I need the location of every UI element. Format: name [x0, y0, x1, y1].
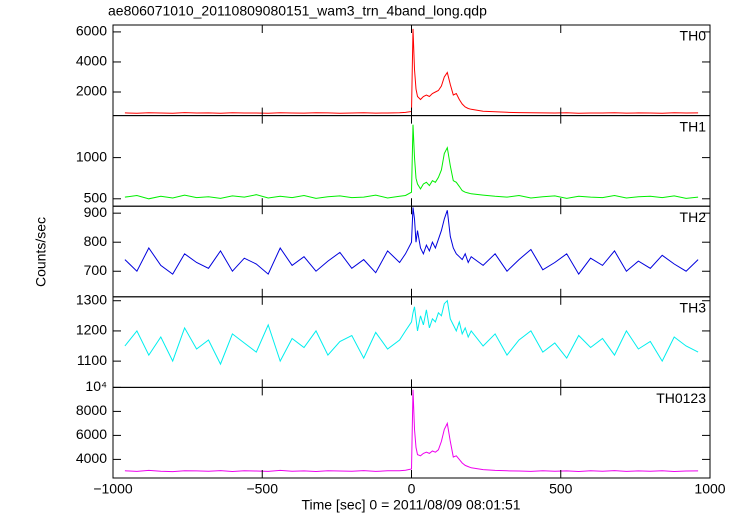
- panel-label: TH0: [680, 28, 707, 44]
- y-axis-label: Counts/sec: [33, 217, 49, 287]
- x-tick-label: 500: [549, 481, 573, 497]
- x-tick-label: −500: [246, 481, 278, 497]
- y-tick-label: 800: [84, 233, 108, 249]
- panel-label: TH0123: [656, 390, 706, 406]
- chart-title: ae806071010_20110809080151_wam3_trn_4ban…: [108, 3, 487, 19]
- x-tick-label: 0: [408, 481, 416, 497]
- x-tick-label: −1000: [93, 481, 133, 497]
- data-line: [124, 124, 699, 200]
- y-tick-label: 6000: [76, 426, 107, 442]
- panel-label: TH3: [680, 300, 707, 316]
- panel-label: TH1: [680, 118, 707, 134]
- data-line: [124, 299, 699, 366]
- data-line: [124, 389, 699, 473]
- y-tick-label: 8000: [76, 402, 107, 418]
- data-line: [124, 28, 699, 114]
- panel-frame: [112, 205, 711, 298]
- y-tick-label: 2000: [76, 83, 107, 99]
- y-tick-label: 1300: [76, 291, 107, 307]
- panel-label: TH2: [680, 209, 707, 225]
- y-tick-label: 1100: [77, 352, 107, 368]
- y-tick-label: 10⁴: [85, 378, 107, 394]
- y-tick-label: 1000: [76, 148, 107, 164]
- y-tick-label: 700: [84, 262, 108, 278]
- y-tick-label: 6000: [76, 23, 107, 39]
- y-tick-label: 4000: [76, 450, 107, 466]
- data-line: [124, 207, 699, 275]
- y-tick-label: 900: [84, 204, 108, 220]
- x-axis-label: Time [sec] 0 = 2011/08/09 08:01:51: [301, 497, 520, 513]
- y-tick-label: 4000: [76, 53, 107, 69]
- y-tick-label: 1200: [76, 322, 107, 338]
- x-tick-label: 1000: [694, 481, 725, 497]
- y-tick-label: 500: [84, 189, 108, 205]
